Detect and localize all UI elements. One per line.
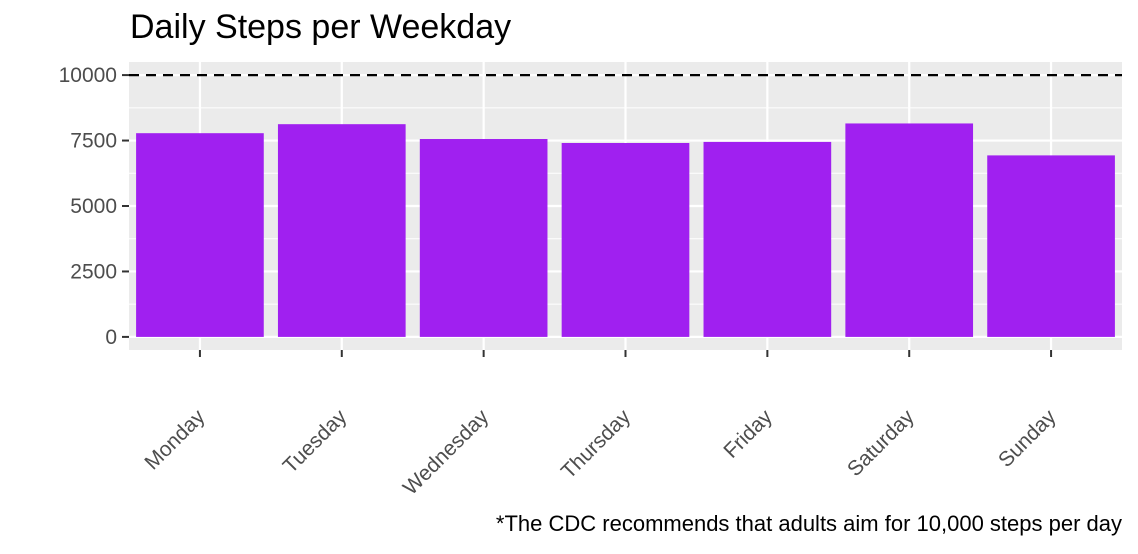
x-tick-label-friday: Friday bbox=[719, 405, 777, 463]
chart-caption: *The CDC recommends that adults aim for … bbox=[495, 511, 1122, 536]
y-tick-label: 2500 bbox=[70, 260, 117, 283]
bar-monday bbox=[136, 133, 264, 337]
x-tick-label-tuesday: Tuesday bbox=[279, 405, 352, 478]
x-tick-label-thursday: Thursday bbox=[557, 405, 636, 484]
bar-saturday bbox=[845, 123, 974, 337]
x-tick-label-saturday: Saturday bbox=[843, 405, 919, 481]
y-tick-label: 7500 bbox=[70, 130, 117, 153]
bar-friday bbox=[703, 141, 832, 337]
x-tick-label-monday: Monday bbox=[140, 405, 209, 474]
bar-thursday bbox=[561, 143, 690, 337]
chart-title: Daily Steps per Weekday bbox=[130, 8, 512, 46]
y-tick-label: 0 bbox=[105, 326, 117, 349]
y-axis: 0 2500 5000 7500 10000 bbox=[59, 64, 129, 349]
x-axis: Monday Tuesday Wednesday Thursday Friday Satu… bbox=[140, 350, 1061, 500]
bar-wednesday bbox=[419, 139, 548, 337]
x-tick-label-sunday: Sunday bbox=[994, 405, 1061, 472]
y-tick-label: 5000 bbox=[70, 195, 117, 218]
bar-sunday bbox=[987, 155, 1115, 337]
bar-tuesday bbox=[277, 124, 406, 337]
y-tick-label: 10000 bbox=[59, 64, 117, 87]
bars bbox=[136, 123, 1115, 337]
x-tick-label-wednesday: Wednesday bbox=[399, 405, 494, 500]
